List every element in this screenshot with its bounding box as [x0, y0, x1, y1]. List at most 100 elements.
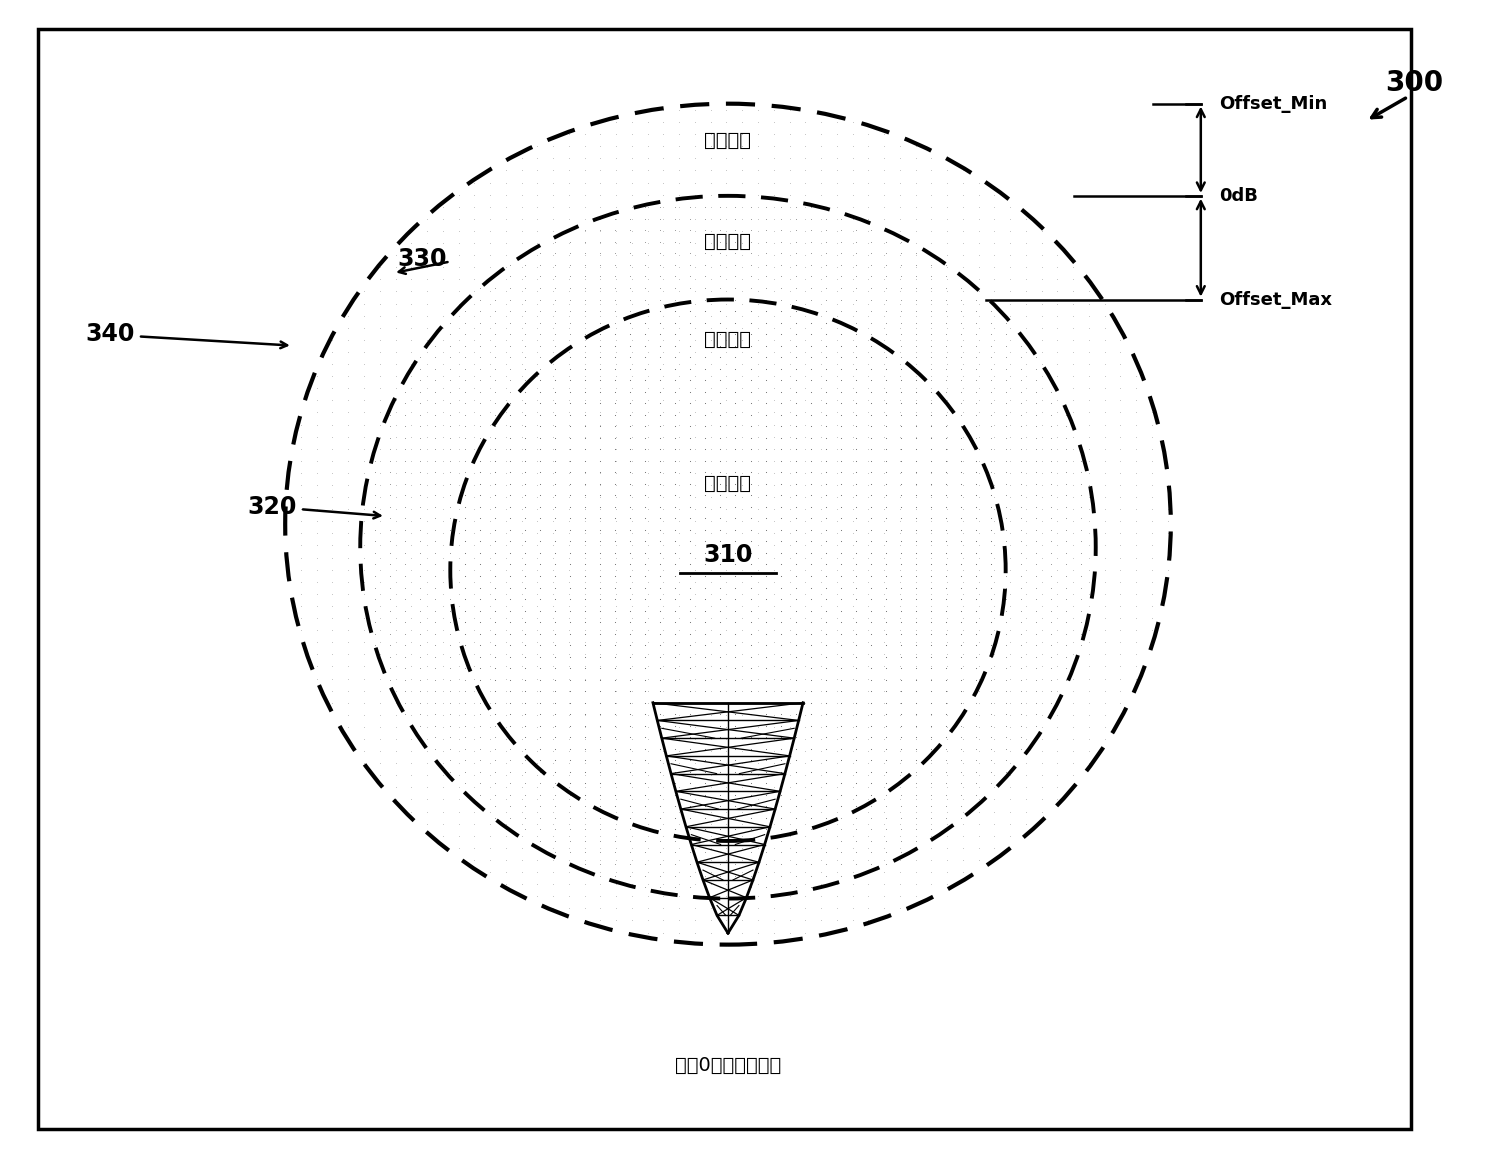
Point — [678, 429, 702, 447]
Point — [423, 601, 447, 620]
Point — [1015, 657, 1039, 675]
Point — [558, 486, 582, 505]
Point — [708, 417, 732, 435]
Point — [935, 234, 959, 252]
Point — [754, 509, 778, 528]
Point — [738, 325, 763, 343]
Point — [513, 786, 537, 804]
Point — [498, 313, 522, 332]
Point — [399, 621, 423, 639]
Point — [1109, 632, 1133, 651]
Point — [494, 536, 518, 554]
Point — [416, 669, 440, 688]
Point — [542, 487, 566, 506]
Point — [1109, 342, 1133, 361]
Point — [1015, 573, 1039, 591]
Point — [620, 632, 644, 651]
Point — [799, 313, 823, 332]
Point — [588, 682, 612, 700]
Point — [683, 185, 707, 204]
Point — [431, 584, 455, 602]
Point — [904, 498, 928, 516]
Point — [920, 452, 944, 470]
Point — [723, 371, 747, 389]
Point — [543, 774, 567, 793]
Point — [714, 850, 738, 869]
Point — [964, 463, 988, 482]
Point — [668, 366, 692, 385]
Point — [336, 718, 360, 736]
Point — [731, 331, 755, 349]
Point — [919, 624, 943, 643]
Point — [1109, 452, 1133, 470]
Point — [998, 331, 1022, 349]
Point — [763, 911, 787, 930]
Point — [699, 863, 723, 881]
Point — [738, 555, 763, 574]
Point — [557, 210, 581, 228]
Point — [668, 524, 692, 543]
Point — [1015, 366, 1039, 385]
Point — [889, 682, 913, 700]
Point — [998, 839, 1022, 857]
Point — [964, 486, 988, 505]
Point — [799, 452, 823, 470]
Point — [462, 766, 486, 785]
Point — [633, 290, 657, 309]
Point — [483, 509, 507, 528]
Point — [983, 573, 1007, 591]
Point — [967, 500, 991, 518]
Point — [525, 282, 549, 301]
Point — [934, 406, 958, 424]
Point — [769, 567, 793, 585]
Point — [998, 487, 1022, 506]
Point — [618, 290, 642, 309]
Point — [994, 417, 1018, 435]
Point — [723, 555, 747, 574]
Point — [964, 532, 988, 551]
Point — [368, 306, 392, 325]
Point — [809, 584, 833, 602]
Point — [967, 318, 991, 336]
Point — [558, 406, 582, 424]
Point — [763, 742, 787, 760]
Point — [979, 544, 1003, 562]
Point — [447, 681, 471, 699]
Point — [874, 382, 898, 401]
Point — [603, 601, 627, 620]
Point — [494, 427, 518, 446]
Point — [668, 342, 692, 361]
Point — [678, 763, 702, 781]
Point — [983, 548, 1007, 567]
Point — [829, 809, 853, 827]
Point — [557, 584, 581, 602]
Point — [778, 500, 802, 518]
Point — [934, 797, 958, 816]
Point — [321, 487, 345, 506]
Point — [663, 532, 687, 551]
Point — [438, 452, 462, 470]
Point — [952, 294, 976, 312]
Point — [378, 601, 402, 620]
Point — [1069, 613, 1093, 631]
Point — [528, 636, 552, 654]
Point — [648, 544, 672, 562]
Point — [290, 500, 314, 518]
Point — [384, 511, 408, 530]
Point — [620, 826, 644, 844]
Point — [447, 282, 471, 301]
Point — [919, 486, 943, 505]
Point — [393, 382, 417, 401]
Point — [731, 729, 755, 748]
Point — [648, 325, 672, 343]
Point — [949, 797, 973, 816]
Point — [651, 258, 675, 276]
Point — [844, 774, 868, 793]
Point — [462, 694, 486, 712]
Point — [483, 636, 507, 654]
Point — [809, 681, 833, 699]
Point — [557, 403, 581, 422]
Point — [573, 210, 597, 228]
Point — [1015, 742, 1039, 760]
Point — [1015, 439, 1039, 457]
